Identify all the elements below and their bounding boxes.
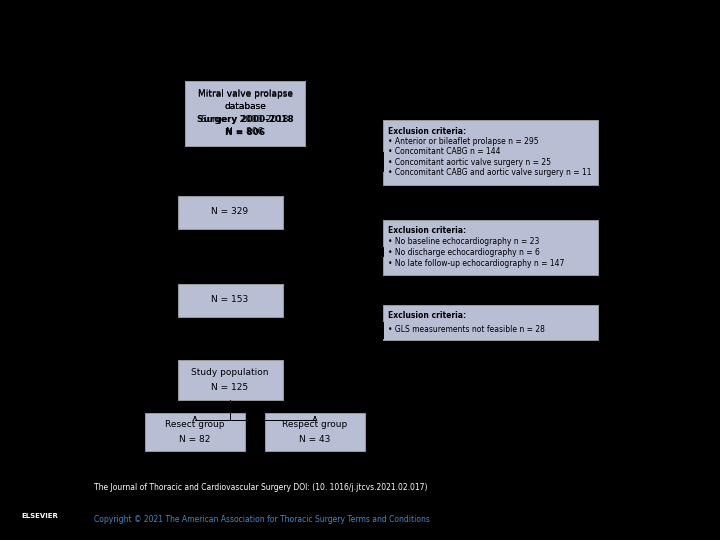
Text: database: database [224, 102, 266, 111]
Text: N = 43: N = 43 [300, 435, 330, 444]
Text: • Anterior or bileaflet prolapse n = 295: • Anterior or bileaflet prolapse n = 295 [387, 137, 538, 146]
Text: Figure E1: Figure E1 [331, 25, 389, 38]
Text: N = 806: N = 806 [225, 128, 265, 137]
Bar [145, 413, 245, 451]
Text: • No late follow-up echocardiography n = 147: • No late follow-up echocardiography n =… [387, 259, 564, 268]
Text: database: database [224, 102, 266, 111]
Bar [178, 195, 282, 228]
Text: • Concomitant aortic valve surgery n = 25: • Concomitant aortic valve surgery n = 2… [387, 158, 551, 167]
Bar [265, 413, 365, 451]
Text: Exclusion criteria:: Exclusion criteria: [387, 310, 466, 320]
Text: • Concomitant CABG and aortic valve surgery n = 11: • Concomitant CABG and aortic valve surg… [387, 168, 591, 177]
Text: Respect group: Respect group [282, 420, 348, 429]
Text: N = 153: N = 153 [212, 295, 248, 305]
Bar [382, 305, 598, 340]
Bar [382, 119, 598, 185]
Text: Resect group: Resect group [166, 420, 225, 429]
Bar [382, 219, 598, 274]
Bar [178, 284, 282, 316]
Text: Study population: Study population [192, 368, 269, 377]
Text: Surgery 2000-2018: Surgery 2000-2018 [197, 115, 293, 124]
Text: Copyright © 2021 The American Association for Thoracic Surgery Terms and Conditi: Copyright © 2021 The American Associatio… [94, 516, 429, 524]
Text: N = 125: N = 125 [212, 383, 248, 392]
Text: Exclusion criteria:: Exclusion criteria: [387, 226, 466, 235]
Bar [178, 360, 282, 400]
Bar [185, 80, 305, 145]
Text: Surgery 2000-2018: Surgery 2000-2018 [202, 114, 289, 124]
Text: N = 82: N = 82 [179, 435, 211, 444]
Text: N = 329: N = 329 [212, 207, 248, 217]
Text: • No discharge echocardiography n = 6: • No discharge echocardiography n = 6 [387, 248, 539, 257]
Text: • Concomitant CABG n = 144: • Concomitant CABG n = 144 [387, 147, 500, 157]
Text: Mitral valve prolapse: Mitral valve prolapse [197, 90, 292, 99]
Text: • No baseline echocardiography n = 23: • No baseline echocardiography n = 23 [387, 237, 539, 246]
Text: The Journal of Thoracic and Cardiovascular Surgery DOI: (10. 1016/j.jtcvs.2021.0: The Journal of Thoracic and Cardiovascul… [94, 483, 427, 492]
Bar [185, 80, 305, 145]
Text: • GLS measurements not feasible n = 28: • GLS measurements not feasible n = 28 [387, 325, 544, 334]
Text: Exclusion criteria:: Exclusion criteria: [387, 127, 466, 136]
Text: Mitral valve prolapse: Mitral valve prolapse [197, 89, 292, 98]
Text: ELSEVIER: ELSEVIER [21, 512, 58, 518]
Text: N = 806: N = 806 [226, 127, 264, 136]
